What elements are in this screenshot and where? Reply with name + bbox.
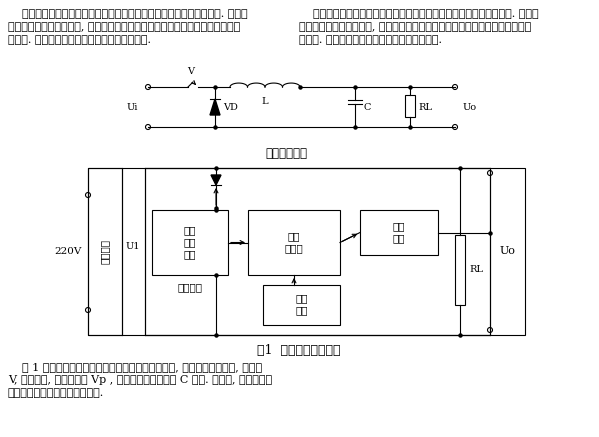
Bar — [152, 210, 228, 275]
Text: RL: RL — [469, 266, 483, 274]
Text: 比较
放大器: 比较 放大器 — [285, 232, 303, 253]
Text: Ui: Ui — [126, 103, 138, 111]
Polygon shape — [211, 175, 221, 185]
Text: 开关调整元件: 开关调整元件 — [265, 147, 307, 160]
Text: L: L — [262, 97, 268, 106]
Polygon shape — [210, 99, 220, 115]
Text: 换功能. 它主要由开关一极管和高频变压器组成.: 换功能. 它主要由开关一极管和高频变压器组成. — [8, 35, 151, 45]
Text: 基准
电路: 基准 电路 — [295, 295, 308, 316]
Text: 直流开关电源由输入部分、功率转换部分、输出部分、控制部分组成. 功率转: 直流开关电源由输入部分、功率转换部分、输出部分、控制部分组成. 功率转 — [299, 9, 539, 19]
Text: 源的核心部分是一个直流变压器.: 源的核心部分是一个直流变压器. — [8, 388, 104, 398]
Text: U1: U1 — [126, 242, 140, 251]
Bar — [263, 285, 340, 325]
Bar — [88, 168, 122, 335]
Text: 整流电路: 整流电路 — [101, 239, 110, 264]
Text: 取样
电路: 取样 电路 — [393, 222, 406, 243]
Bar — [405, 95, 415, 117]
Text: 图 1 画出了直流开关电源的原理图及等效原理框图, 它是由全波整流器, 开关管: 图 1 画出了直流开关电源的原理图及等效原理框图, 它是由全波整流器, 开关管 — [8, 362, 262, 372]
Text: 图1  直流开关电源原理: 图1 直流开关电源原理 — [257, 343, 341, 357]
Text: RL: RL — [418, 103, 432, 111]
Text: VD: VD — [223, 103, 238, 111]
Text: 开关脉冲: 开关脉冲 — [177, 284, 202, 292]
Bar — [455, 235, 465, 305]
Bar — [248, 210, 340, 275]
Text: 换部分是开关电源的核心, 它对非稳定直流进行高频斩波并完成输出所需要的变: 换部分是开关电源的核心, 它对非稳定直流进行高频斩波并完成输出所需要的变 — [8, 22, 240, 32]
Text: C: C — [364, 103, 371, 111]
Text: 换部分是开关电源的核心, 它对非稳定直流进行高频斩波并完成输出所需要的变: 换部分是开关电源的核心, 它对非稳定直流进行高频斩波并完成输出所需要的变 — [299, 22, 531, 32]
Bar — [360, 210, 438, 255]
Text: V: V — [187, 67, 195, 76]
Bar — [88, 168, 525, 335]
Text: 220V: 220V — [55, 247, 81, 256]
Text: 换功能. 它主要由开关一极管和高频变压器组成.: 换功能. 它主要由开关一极管和高频变压器组成. — [299, 35, 442, 45]
Text: 脉冲
调宽
电路: 脉冲 调宽 电路 — [184, 226, 196, 259]
Text: V, 激励信号, 续流二极管 Vp , 储能电感和滤波电容 C 组成. 实际上, 直流开关电: V, 激励信号, 续流二极管 Vp , 储能电感和滤波电容 C 组成. 实际上,… — [8, 375, 272, 385]
Text: 直流开关电源由输入部分、功率转换部分、输出部分、控制部分组成. 功率转: 直流开关电源由输入部分、功率转换部分、输出部分、控制部分组成. 功率转 — [8, 9, 247, 19]
Bar — [145, 168, 490, 335]
Text: Uo: Uo — [463, 103, 477, 111]
Text: Uo: Uo — [500, 246, 516, 257]
